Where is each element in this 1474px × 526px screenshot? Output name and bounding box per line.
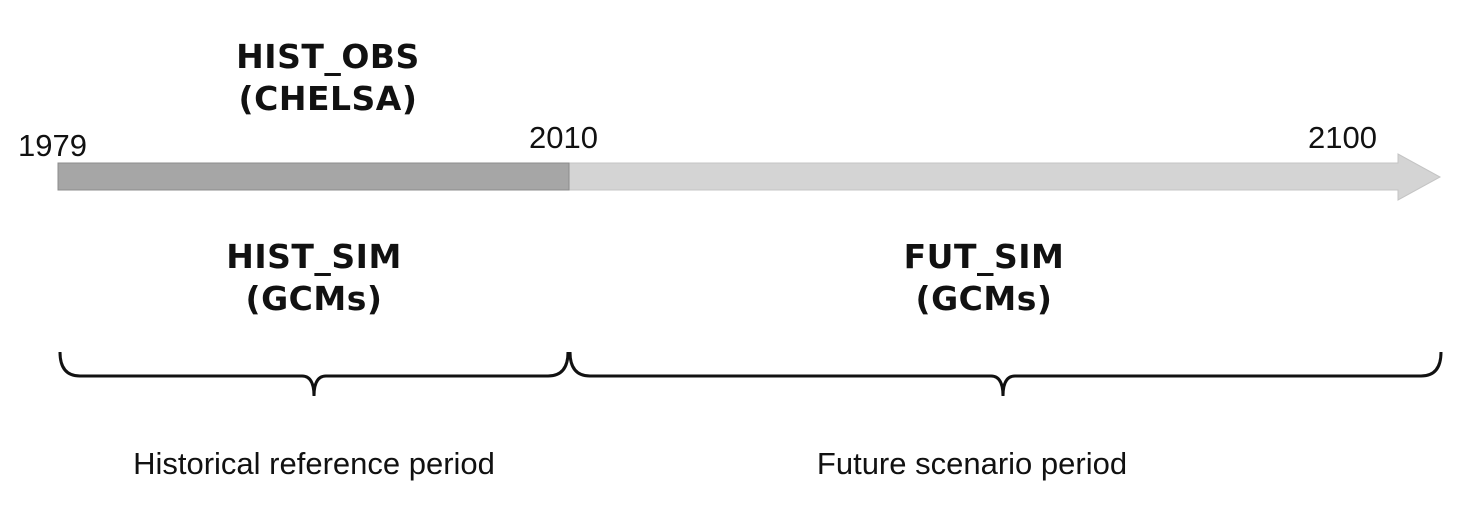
fut-sim-name: FUT_SIM	[903, 237, 1065, 276]
year-end-label: 2100	[1308, 120, 1377, 155]
hist-obs-label: HIST_OBS (CHELSA)	[208, 36, 448, 120]
hist-obs-name: HIST_OBS	[236, 37, 420, 76]
hist-sim-source: (GCMs)	[245, 279, 383, 318]
year-split-label: 2010	[529, 120, 598, 155]
historical-period-brace	[58, 351, 570, 397]
hist-sim-label: HIST_SIM (GCMs)	[194, 236, 434, 320]
historical-period-bar	[57, 162, 570, 191]
future-period-brace	[568, 351, 1443, 397]
fut-sim-source: (GCMs)	[915, 279, 1053, 318]
year-start-label: 1979	[18, 128, 87, 163]
hist-obs-source: (CHELSA)	[238, 79, 418, 118]
historical-period-caption: Historical reference period	[133, 446, 495, 481]
fut-sim-label: FUT_SIM (GCMs)	[864, 236, 1104, 320]
hist-sim-name: HIST_SIM	[226, 237, 402, 276]
future-period-arrow	[567, 153, 1442, 201]
future-period-caption: Future scenario period	[816, 446, 1128, 481]
